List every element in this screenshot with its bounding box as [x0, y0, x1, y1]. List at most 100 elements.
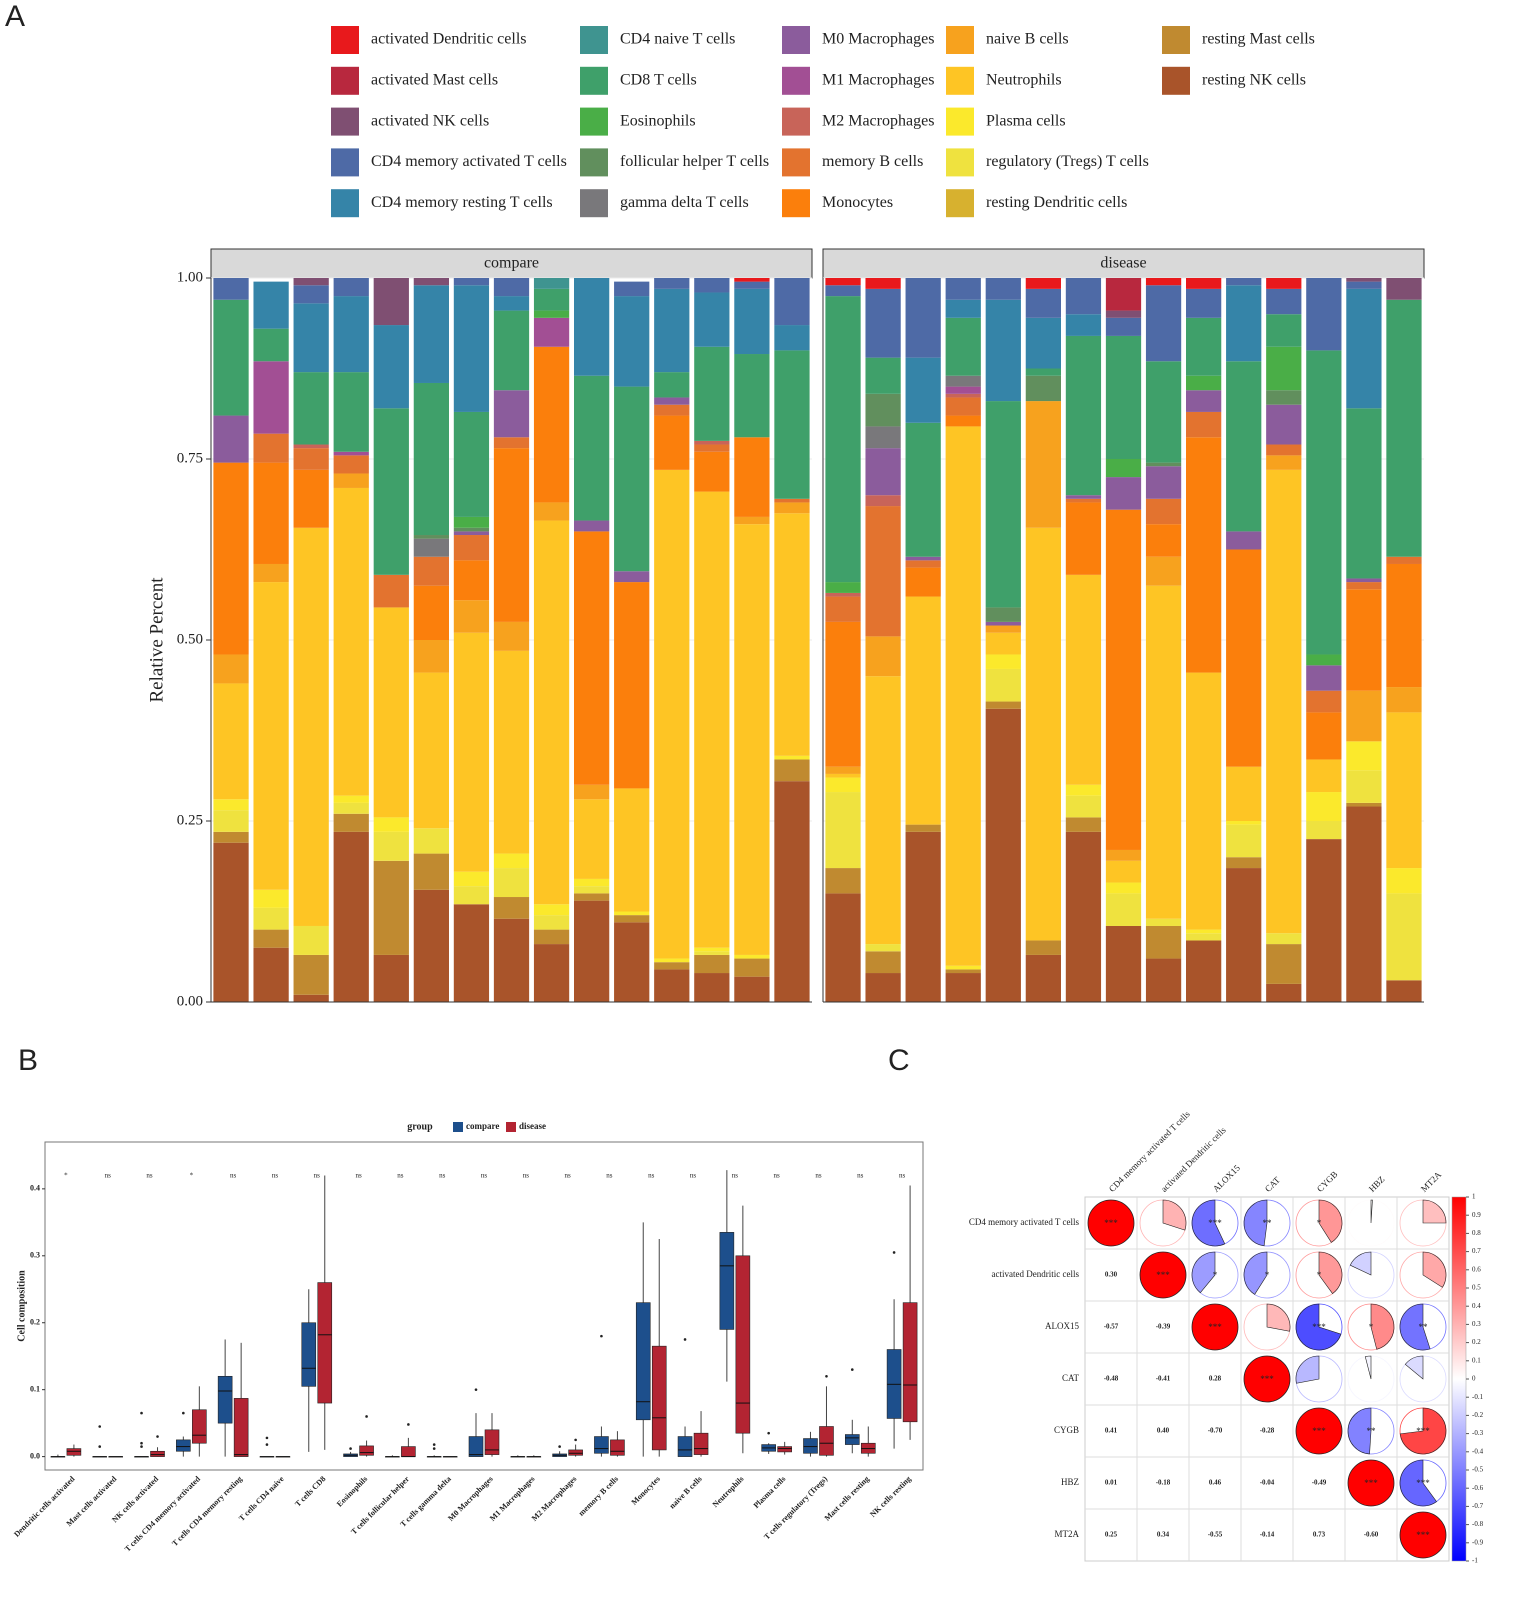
bar-segment [985, 625, 1021, 633]
colorbar-tick-label: 0.4 [1472, 1302, 1481, 1310]
y-tick-label: 0.25 [177, 812, 203, 828]
y-tick-label: 0.2 [30, 1318, 40, 1327]
significance-label: ns [606, 1172, 613, 1180]
bar-segment [1346, 806, 1382, 1002]
bar-segment [1065, 495, 1102, 499]
legend-swatch [453, 1122, 463, 1132]
significance-stars: *** [1156, 1270, 1170, 1280]
panel-label: C [888, 1044, 910, 1077]
bar-segment [574, 799, 610, 879]
box-body [719, 1232, 735, 1330]
legend-label: activated NK cells [371, 112, 489, 129]
colorbar-tick-label: 0.1 [1472, 1356, 1481, 1364]
bar-segment [734, 954, 770, 959]
bar-segment [213, 683, 249, 800]
bar-segment [825, 278, 861, 286]
y-tick-label: 0.0 [30, 1451, 40, 1460]
colorbar-tick-label: -0.1 [1472, 1393, 1484, 1401]
significance-label: ns [230, 1172, 237, 1180]
bar-segment [1065, 335, 1102, 496]
bar-segment [453, 531, 490, 536]
bar-segment [493, 918, 530, 1002]
y-tick-label: 0.00 [177, 993, 203, 1009]
colorbar-tick-label: 0 [1472, 1375, 1476, 1383]
bar-segment [985, 701, 1021, 709]
bar-segment [1266, 404, 1302, 445]
legend-label: resting Mast cells [1202, 31, 1315, 48]
bar-segment [1346, 802, 1382, 807]
facet-strip [822, 248, 1425, 279]
box-body [150, 1450, 165, 1457]
legend-swatch [1162, 26, 1190, 54]
bar-segment [774, 325, 810, 351]
bar-segment [1266, 455, 1302, 470]
y-axis-title: Relative Percent [146, 577, 167, 703]
bar-segment [694, 444, 730, 452]
correlation-pie [1399, 1407, 1447, 1455]
bar-segment [774, 278, 810, 326]
bar-segment [734, 354, 770, 438]
colorbar-tick-label: 0.6 [1472, 1265, 1481, 1273]
significance-label: ns [565, 1172, 572, 1180]
significance-stars: *** [1312, 1322, 1326, 1332]
bar-segment [825, 596, 861, 622]
bar-segment [1306, 759, 1342, 793]
bar-segment [453, 632, 490, 872]
legend-label: resting NK cells [1202, 71, 1306, 88]
legend-label: activated Dendritic cells [371, 31, 526, 48]
bar-segment [1266, 933, 1302, 945]
bar-segment [774, 781, 810, 1002]
significance-label: ns [690, 1172, 697, 1180]
column-label: ALOX15 [1211, 1162, 1242, 1193]
significance-label: ns [355, 1172, 362, 1180]
bar-segment [574, 531, 610, 785]
correlation-label: 0.30 [1105, 1271, 1118, 1279]
bar-segment [293, 994, 329, 1002]
correlation-pie [1191, 1251, 1216, 1294]
bar-segment [574, 520, 610, 532]
plot-frame [44, 1141, 924, 1471]
correlation-pie [1295, 1303, 1342, 1351]
bar-segment [1186, 375, 1222, 391]
x-tick-label: Neutrophils [711, 1474, 746, 1509]
legend-swatch [331, 107, 359, 136]
significance-stars: * [1317, 1218, 1322, 1228]
significance-stars: ** [1263, 1218, 1273, 1228]
legend-swatch [580, 189, 608, 218]
bar-segment [213, 415, 249, 463]
bar-segment [905, 357, 941, 423]
significance-label: ns [648, 1172, 655, 1180]
box-body [635, 1302, 651, 1421]
bar-segment [654, 288, 690, 373]
bar-segment [1065, 502, 1102, 575]
correlation-pie [1399, 1459, 1437, 1507]
bar-segment [293, 925, 329, 955]
bar-segment [1266, 944, 1302, 984]
row-label: CAT [1062, 1373, 1080, 1383]
bar-segment [865, 636, 901, 677]
box-body [217, 1375, 233, 1424]
correlation-pie [1318, 1251, 1343, 1295]
correlation-pie [1266, 1303, 1291, 1332]
colorbar-tick-label: -0.3 [1472, 1429, 1484, 1437]
bar-segment [1145, 466, 1182, 499]
bar-segment [985, 708, 1021, 1002]
bar-segment [333, 802, 369, 814]
legend-label: M1 Macrophages [822, 71, 934, 88]
correlation-label: -0.57 [1104, 1323, 1119, 1331]
bar-segment [1226, 531, 1262, 550]
bar-segment [413, 535, 449, 539]
bar-segment [825, 792, 861, 869]
x-tick-label: Mast cells resting [823, 1474, 871, 1522]
bar-segment [493, 296, 530, 311]
correlation-label: -0.41 [1156, 1375, 1171, 1383]
bar-segment [333, 372, 369, 452]
bar-segment [1105, 849, 1142, 861]
bar-segment [774, 759, 810, 782]
legend-label: M2 Macrophages [822, 112, 934, 129]
bar-segment [373, 325, 409, 409]
bar-segment [453, 278, 490, 286]
bar-segment [533, 904, 570, 916]
bar-segment [1105, 925, 1142, 1002]
